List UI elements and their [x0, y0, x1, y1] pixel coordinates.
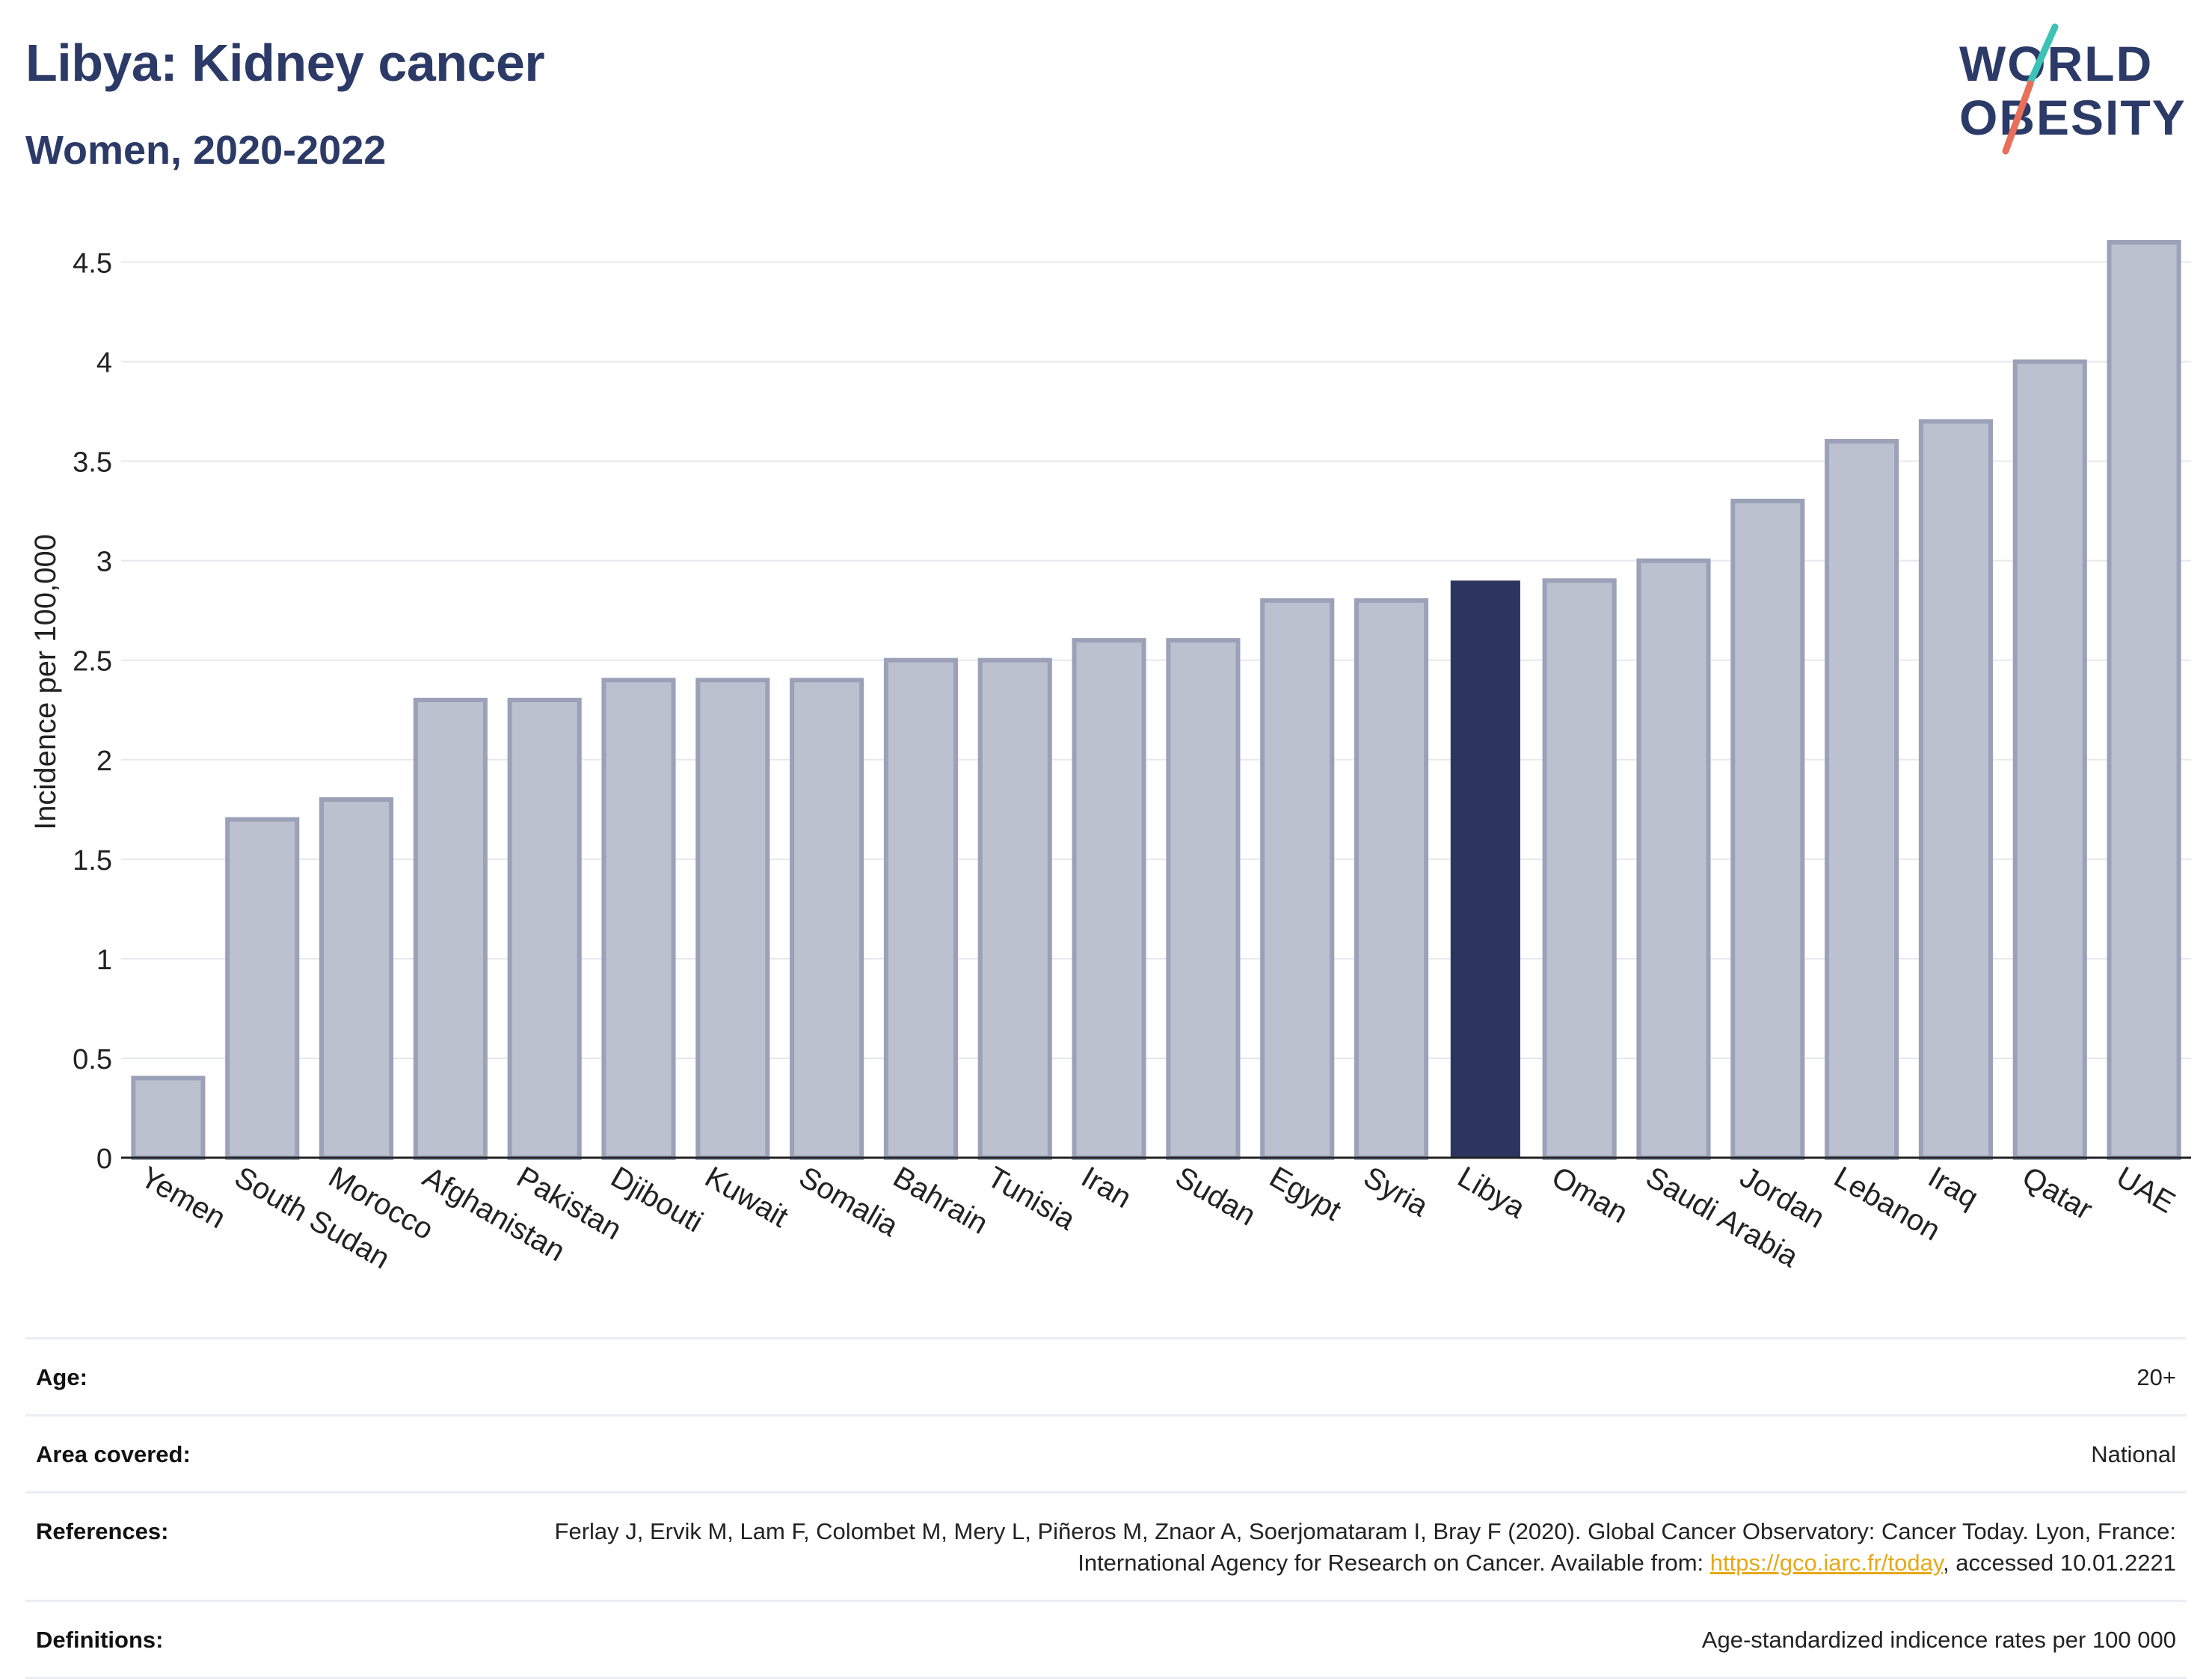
bars: [131, 239, 2181, 1161]
x-tick-label: Sudan: [1170, 1161, 1261, 1233]
y-tick-label: 2: [96, 746, 112, 777]
bar-jordan[interactable]: [1730, 498, 1805, 1160]
bar-saudi-arabia[interactable]: [1636, 558, 1711, 1160]
meta-row-references: References: Ferlay J, Ervik M, Lam F, Co…: [25, 1491, 2187, 1600]
bar-pakistan[interactable]: [507, 697, 582, 1160]
bar-bahrain[interactable]: [883, 657, 959, 1160]
y-tick-label: 4: [96, 348, 112, 379]
y-axis-ticks: 0 0.5 1 1.5 2 2.5 3 3.5 4 4.5: [73, 248, 112, 1175]
x-tick-label: Libya: [1452, 1161, 1531, 1225]
logo-slash-teal: [2027, 23, 2059, 86]
references-link[interactable]: https://gco.iarc.fr/today: [1709, 1550, 1944, 1576]
area-label: Area covered:: [36, 1441, 191, 1467]
bar-syria[interactable]: [1354, 598, 1429, 1160]
references-text: Ferlay J, Ervik M, Lam F, Colombet M, Me…: [554, 1518, 2176, 1576]
bar-djibouti[interactable]: [601, 678, 676, 1160]
y-tick-label: 1.5: [73, 845, 112, 877]
bar-morocco[interactable]: [319, 797, 394, 1160]
meta-row-age: Age: 20+: [25, 1337, 2187, 1414]
references-value: Ferlay J, Ervik M, Lam F, Colombet M, Me…: [456, 1516, 2176, 1579]
bar-afghanistan[interactable]: [413, 697, 488, 1160]
x-tick-label: Qatar: [2017, 1161, 2098, 1227]
x-tick-label: Bahrain: [888, 1161, 993, 1241]
x-tick-label: Kuwait: [699, 1161, 793, 1234]
meta-row-area: Area covered: National: [25, 1414, 2187, 1491]
x-tick-label: UAE: [2111, 1161, 2181, 1220]
y-tick-label: 4.5: [73, 248, 112, 280]
chart-title: Libya: Kidney cancer: [25, 34, 545, 92]
logo-word-world: WORLD: [1959, 36, 2153, 91]
definitions-label: Definitions:: [36, 1627, 164, 1653]
meta-row-definitions: Definitions: Age-standardized indicence …: [25, 1600, 2187, 1679]
y-tick-label: 2.5: [73, 646, 112, 678]
bar-lebanon[interactable]: [1825, 439, 1899, 1160]
chart-subtitle: Women, 2020-2022: [25, 128, 387, 173]
logo-slash-coral: [2002, 80, 2034, 155]
references-label: References:: [36, 1518, 169, 1544]
x-tick-label: Syria: [1358, 1161, 1434, 1224]
age-value: 20+: [2136, 1364, 2176, 1390]
x-tick-label: Lebanon: [1828, 1161, 1946, 1247]
x-tick-label: Tunisia: [982, 1161, 1081, 1237]
bar-tunisia[interactable]: [977, 657, 1052, 1160]
bar-iraq[interactable]: [1918, 419, 1994, 1160]
bar-qatar[interactable]: [2012, 359, 2087, 1160]
area-value: National: [2091, 1441, 2176, 1467]
world-obesity-logo: WORLD OBESITY: [1959, 23, 2187, 155]
bar-somalia[interactable]: [790, 678, 864, 1160]
y-tick-label: 3: [96, 547, 112, 578]
y-tick-label: 1: [96, 945, 112, 976]
metadata-table: Age: 20+ Area covered: National Referenc…: [25, 1337, 2187, 1679]
logo-word-obesity: OBESITY: [1959, 90, 2187, 145]
x-tick-label: Somalia: [793, 1161, 904, 1244]
bar-uae[interactable]: [2107, 239, 2181, 1161]
bar-yemen[interactable]: [131, 1075, 206, 1160]
x-tick-label: Iran: [1076, 1161, 1137, 1215]
x-tick-label: Yemen: [135, 1161, 231, 1236]
y-axis-title: Incidence per 100,000: [29, 534, 62, 830]
x-tick-label: Egypt: [1264, 1161, 1347, 1227]
y-tick-label: 0: [96, 1144, 112, 1175]
bar-kuwait[interactable]: [695, 678, 770, 1160]
bar-sudan[interactable]: [1166, 638, 1241, 1160]
x-tick-label: Oman: [1546, 1161, 1633, 1230]
bar-oman[interactable]: [1542, 578, 1617, 1160]
bar-iran[interactable]: [1072, 638, 1146, 1160]
age-label: Age:: [36, 1364, 87, 1390]
references-suffix: , accessed 10.01.2221: [1943, 1550, 2176, 1576]
y-tick-label: 3.5: [73, 447, 112, 479]
bar-libya[interactable]: [1450, 580, 1520, 1158]
y-tick-label: 0.5: [73, 1044, 112, 1075]
bar-south-sudan[interactable]: [225, 817, 300, 1161]
x-tick-label: Iraq: [1923, 1161, 1984, 1215]
definitions-value: Age-standardized indicence rates per 100…: [1701, 1627, 2176, 1653]
bar-egypt[interactable]: [1260, 598, 1335, 1160]
